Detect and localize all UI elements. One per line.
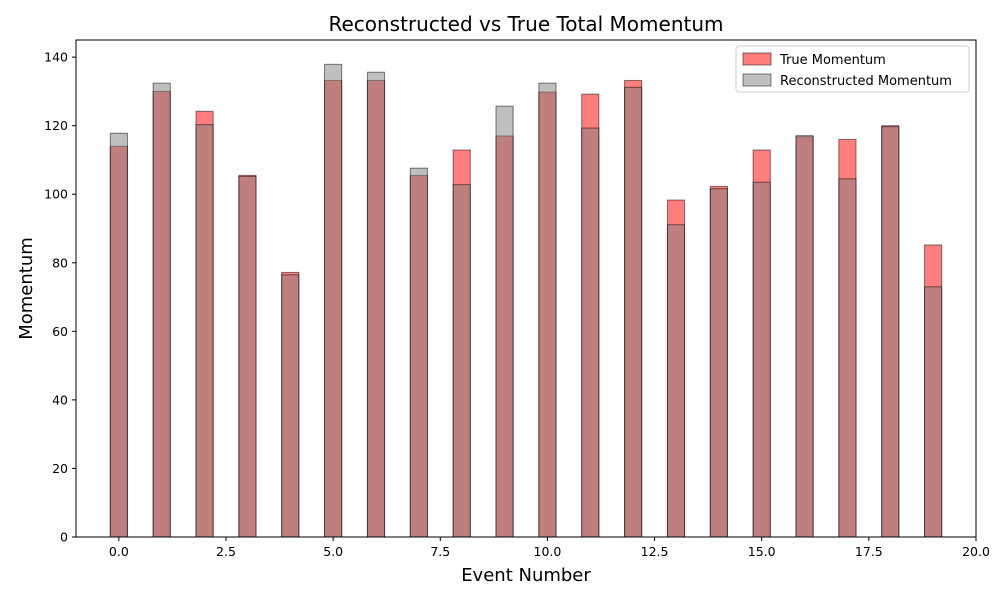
legend-swatch-true	[742, 52, 772, 66]
bar-reconstructed-11	[581, 127, 600, 538]
bar-reconstructed-15	[752, 181, 771, 538]
bar-reconstructed-12	[624, 86, 643, 538]
x-tick-label: 15.0	[748, 544, 776, 559]
legend-label-true: True Momentum	[779, 53, 886, 68]
x-tick-label: 20.0	[962, 544, 990, 559]
bar-reconstructed-7	[409, 167, 428, 538]
x-tick-label: 7.5	[430, 544, 450, 559]
x-axis-label: Event Number	[461, 565, 591, 586]
legend-swatch-reconstructed	[742, 73, 772, 87]
bar-reconstructed-5	[324, 63, 343, 538]
bar-reconstructed-9	[495, 105, 514, 538]
plot-frame	[75, 39, 977, 538]
bar-reconstructed-17	[838, 178, 857, 538]
y-tick-label: 120	[44, 118, 68, 133]
bar-reconstructed-6	[366, 71, 386, 538]
bar-reconstructed-19	[924, 286, 943, 538]
x-tick-label: 17.5	[855, 544, 883, 559]
bar-reconstructed-3	[238, 175, 257, 538]
bar-reconstructed-10	[538, 82, 557, 538]
legend: True Momentum Reconstructed Momentum	[735, 45, 970, 93]
bar-reconstructed-1	[152, 82, 171, 538]
x-tick-label: 12.5	[641, 544, 669, 559]
bar-reconstructed-13	[666, 224, 686, 538]
y-tick-label: 140	[44, 50, 68, 65]
y-tick-label: 0	[60, 530, 68, 545]
y-axis-label: Momentum	[16, 237, 37, 340]
x-tick-label: 5.0	[323, 544, 343, 559]
bar-reconstructed-2	[195, 124, 214, 538]
bar-reconstructed-18	[881, 126, 900, 538]
bar-reconstructed-14	[709, 188, 728, 538]
y-tick-label: 60	[52, 324, 68, 339]
y-tick-label: 40	[52, 392, 68, 407]
bar-reconstructed-8	[452, 184, 471, 538]
y-tick-label: 100	[44, 187, 68, 202]
x-tick-label: 0.0	[109, 544, 129, 559]
x-axis-ticks: 0.0 2.5 5.0 7.5 10.0 12.5 15.0 17.5 20.0	[109, 537, 990, 559]
x-tick-label: 2.5	[216, 544, 236, 559]
bars-group	[109, 63, 943, 538]
legend-label-reconstructed: Reconstructed Momentum	[780, 74, 952, 89]
chart-title: Reconstructed vs True Total Momentum	[328, 12, 723, 36]
y-tick-label: 80	[52, 255, 68, 270]
bar-reconstructed-0	[109, 132, 128, 538]
bar-reconstructed-16	[795, 135, 814, 538]
bar-reconstructed-4	[281, 274, 300, 538]
y-tick-label: 20	[52, 461, 68, 476]
legend-box	[735, 45, 970, 93]
x-tick-label: 10.0	[534, 544, 562, 559]
y-axis-ticks: 0 20 40 60 80 100 120 140	[44, 50, 76, 545]
